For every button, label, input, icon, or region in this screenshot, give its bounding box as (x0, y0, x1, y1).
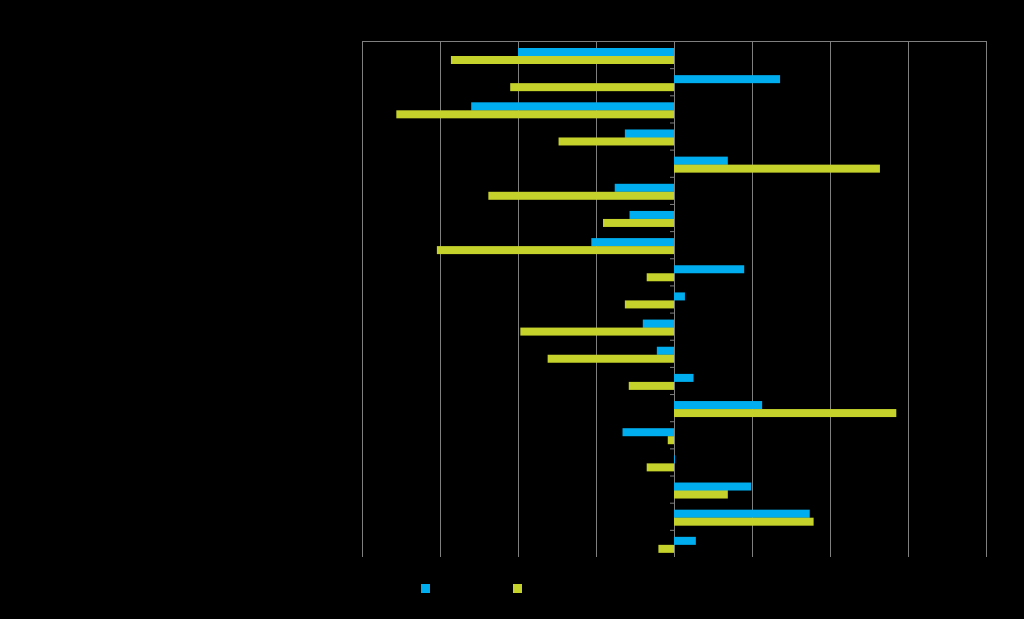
series-2-bar (436, 246, 674, 255)
series-1-bar (674, 536, 696, 545)
legend-swatch-series-2 (513, 584, 522, 593)
bars (396, 48, 897, 553)
legend-swatch-series-1 (421, 584, 430, 593)
series-1-bar (656, 346, 674, 355)
series-2-bar (658, 544, 674, 553)
series-2-bar (667, 436, 674, 445)
series-1-bar (674, 156, 728, 165)
series-2-bar (547, 354, 674, 363)
series-1-bar (629, 210, 674, 219)
series-1-bar (674, 373, 694, 382)
series-1-bar (518, 48, 674, 56)
series-2-bar (396, 110, 674, 119)
series-2-bar (510, 83, 674, 92)
series-1-bar (471, 102, 674, 111)
series-2-bar (520, 327, 674, 336)
series-2-bar (674, 164, 880, 173)
series-1-bar (674, 509, 810, 518)
series-1-bar (674, 265, 745, 274)
series-2-bar (646, 463, 674, 472)
series-2-bar (674, 409, 897, 418)
legend (421, 584, 522, 593)
series-1-bar (674, 401, 763, 410)
series-2-bar (603, 218, 674, 227)
series-1-bar (674, 482, 752, 491)
series-2-bar (558, 137, 674, 146)
series-2-bar (450, 56, 674, 64)
series-1-bar (674, 455, 675, 464)
series-2-bar (674, 490, 728, 499)
series-2-bar (674, 517, 814, 526)
series-2-bar (628, 381, 674, 390)
series-2-bar (624, 300, 674, 309)
series-1-bar (624, 129, 674, 138)
series-2-bar (646, 273, 674, 282)
series-1-bar (622, 428, 674, 437)
series-1-bar (674, 292, 685, 301)
series-1-bar (674, 75, 781, 84)
series-2-bar (488, 191, 674, 200)
series-1-bar (614, 183, 674, 192)
series-1-bar (591, 238, 674, 247)
series-1-bar (642, 319, 674, 328)
